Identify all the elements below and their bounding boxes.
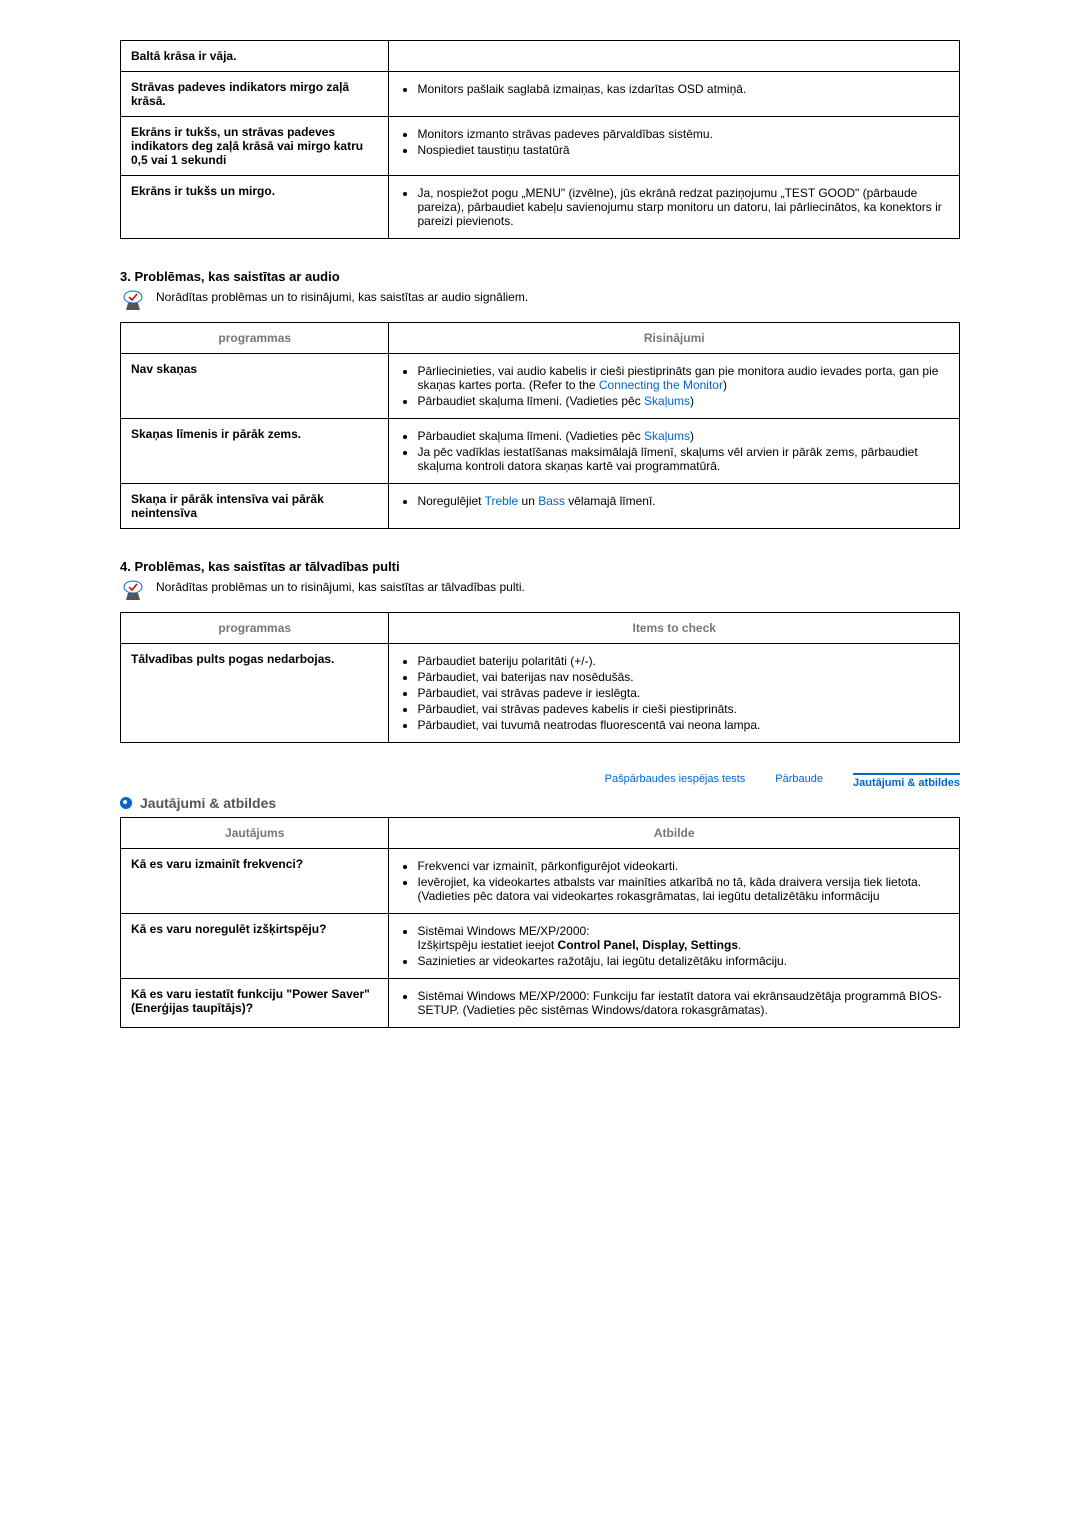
link[interactable]: Skaļums <box>644 429 690 443</box>
check-icon <box>120 290 146 312</box>
list-item: Nospiediet taustiņu tastatūrā <box>417 143 949 157</box>
link[interactable]: Treble <box>485 494 519 508</box>
table-row-solution: Monitors izmanto strāvas padeves pārvald… <box>389 117 960 176</box>
list-item: Ja, nospiežot pogu „MENU" (izvēlne), jūs… <box>417 186 949 228</box>
list-item: Pārbaudiet skaļuma līmeni. (Vadieties pē… <box>417 394 949 408</box>
list-item: Ja pēc vadīklas iestatīšanas maksimālajā… <box>417 445 949 473</box>
qa-table: Jautājums Atbilde Kā es varu izmainīt fr… <box>120 817 960 1028</box>
remote-symptom: Tālvadības pults pogas nedarbojas. <box>121 644 389 743</box>
qa-question: Kā es varu iestatīt funkciju "Power Save… <box>121 979 389 1028</box>
list-item: Monitors izmanto strāvas padeves pārvald… <box>417 127 949 141</box>
list-item: Sazinieties ar videokartes ražotāju, lai… <box>417 954 949 968</box>
table-row-solution: Monitors pašlaik saglabā izmaiņas, kas i… <box>389 72 960 117</box>
audio-solution: Pārbaudiet skaļuma līmeni. (Vadieties pē… <box>389 419 960 484</box>
list-item: Sistēmai Windows ME/XP/2000:Izšķirtspēju… <box>417 924 949 952</box>
bold-path: Control Panel, Display, Settings <box>558 938 738 952</box>
table-row-solution <box>389 41 960 72</box>
remote-col1: programmas <box>121 613 389 644</box>
tab-selftest[interactable]: Pašpārbaudes iespējas tests <box>605 773 746 791</box>
table-row-symptom: Ekrāns ir tukšs un mirgo. <box>121 176 389 239</box>
remote-col2: Items to check <box>389 613 960 644</box>
remote-table: programmas Items to check Tālvadības pul… <box>120 612 960 743</box>
qa-answer: Sistēmai Windows ME/XP/2000:Izšķirtspēju… <box>389 914 960 979</box>
qa-col1: Jautājums <box>121 818 389 849</box>
table-row-symptom: Strāvas padeves indikators mirgo zaļā kr… <box>121 72 389 117</box>
bullet-icon <box>120 797 132 809</box>
audio-col1: programmas <box>121 323 389 354</box>
list-item: Pārbaudiet skaļuma līmeni. (Vadieties pē… <box>417 429 949 443</box>
audio-solution: Pārliecinieties, vai audio kabelis ir ci… <box>389 354 960 419</box>
list-item: Frekvenci var izmainīt, pārkonfigurējot … <box>417 859 949 873</box>
list-item: Monitors pašlaik saglabā izmaiņas, kas i… <box>417 82 949 96</box>
qa-answer: Frekvenci var izmainīt, pārkonfigurējot … <box>389 849 960 914</box>
audio-solution: Noregulējiet Treble un Bass vēlamajā līm… <box>389 484 960 529</box>
tab-qa[interactable]: Jautājumi & atbildes <box>853 773 960 791</box>
list-item: Ievērojiet, ka videokartes atbalsts var … <box>417 875 949 903</box>
section-3-desc: Norādītas problēmas un to risinājumi, ka… <box>156 290 528 304</box>
tab-check[interactable]: Pārbaude <box>775 773 823 791</box>
audio-symptom: Nav skaņas <box>121 354 389 419</box>
list-item: Pārbaudiet, vai tuvumā neatrodas fluores… <box>417 718 949 732</box>
section-4-desc-row: Norādītas problēmas un to risinājumi, ka… <box>120 580 960 602</box>
list-item: Pārbaudiet, vai baterijas nav nosēdušās. <box>417 670 949 684</box>
qa-title: Jautājumi & atbildes <box>140 795 276 811</box>
audio-symptom: Skaņa ir pārāk intensīva vai pārāk neint… <box>121 484 389 529</box>
section-3-desc-row: Norādītas problēmas un to risinājumi, ka… <box>120 290 960 312</box>
audio-symptom: Skaņas līmenis ir pārāk zems. <box>121 419 389 484</box>
list-item: Pārbaudiet bateriju polaritāti (+/-). <box>417 654 949 668</box>
check-icon <box>120 580 146 602</box>
qa-answer: Sistēmai Windows ME/XP/2000: Funkciju fa… <box>389 979 960 1028</box>
qa-question: Kā es varu izmainīt frekvenci? <box>121 849 389 914</box>
audio-col2: Risinājumi <box>389 323 960 354</box>
link[interactable]: Bass <box>538 494 565 508</box>
table-row-symptom: Baltā krāsa ir vāja. <box>121 41 389 72</box>
audio-table: programmas Risinājumi Nav skaņas Pārlieci… <box>120 322 960 529</box>
link[interactable]: Skaļums <box>644 394 690 408</box>
link[interactable]: Connecting the Monitor <box>599 378 723 392</box>
qa-header: Jautājumi & atbildes <box>120 795 960 811</box>
section-4-title: 4. Problēmas, kas saistītas ar tālvadība… <box>120 559 960 574</box>
remote-solution: Pārbaudiet bateriju polaritāti (+/-). Pār… <box>389 644 960 743</box>
section-4-desc: Norādītas problēmas un to risinājumi, ka… <box>156 580 525 594</box>
list-item: Pārbaudiet, vai strāvas padeve ir ieslēg… <box>417 686 949 700</box>
list-item: Pārliecinieties, vai audio kabelis ir ci… <box>417 364 949 392</box>
qa-col2: Atbilde <box>389 818 960 849</box>
section-3-title: 3. Problēmas, kas saistītas ar audio <box>120 269 960 284</box>
list-item: Noregulējiet Treble un Bass vēlamajā līm… <box>417 494 949 508</box>
list-item: Pārbaudiet, vai strāvas padeves kabelis … <box>417 702 949 716</box>
list-item: Sistēmai Windows ME/XP/2000: Funkciju fa… <box>417 989 949 1017</box>
tab-bar: Pašpārbaudes iespējas tests Pārbaude Jau… <box>120 773 960 791</box>
table-row-solution: Ja, nospiežot pogu „MENU" (izvēlne), jūs… <box>389 176 960 239</box>
table-row-symptom: Ekrāns ir tukšs, un strāvas padeves indi… <box>121 117 389 176</box>
qa-question: Kā es varu noregulēt izšķirtspēju? <box>121 914 389 979</box>
troubleshoot-display-table: Baltā krāsa ir vāja.Strāvas padeves indi… <box>120 40 960 239</box>
